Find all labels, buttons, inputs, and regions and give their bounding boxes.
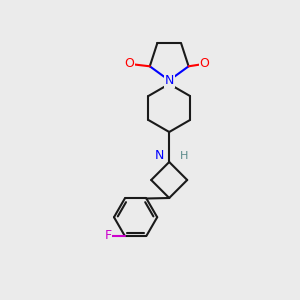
Text: F: F (104, 230, 112, 242)
Text: O: O (199, 57, 209, 70)
Text: H: H (180, 151, 188, 161)
Text: N: N (155, 149, 164, 163)
Text: O: O (124, 57, 134, 70)
Text: N: N (164, 74, 174, 87)
